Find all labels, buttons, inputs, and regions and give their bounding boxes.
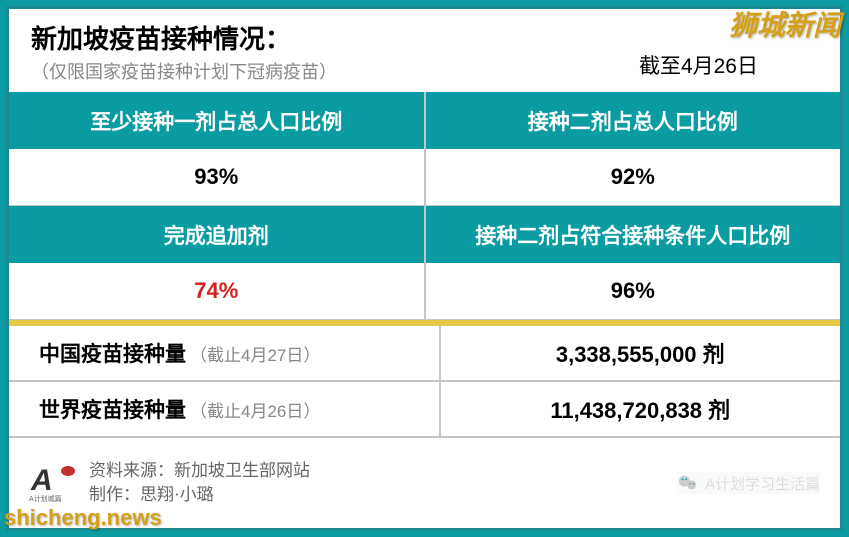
grid-values-1: 93% 92% [9,149,840,206]
header-left: 新加坡疫苗接种情况： （仅限国家疫苗接种计划下冠病疫苗） [31,19,337,84]
value-booster: 74% [9,263,426,320]
label-china-sub: （截止4月27日） [190,341,320,366]
label-world-sub: （截止4月26日） [190,397,320,422]
footer-right: A计划学习生活篇 [677,472,820,494]
watermark-top: 狮城新闻 [729,4,841,44]
label-booster: 完成追加剂 [9,206,426,263]
header: 新加坡疫苗接种情况： （仅限国家疫苗接种计划下冠病疫苗） 截至4月26日 [9,9,840,92]
page-title: 新加坡疫苗接种情况： [31,19,337,56]
label-china: 中国疫苗接种量 （截止4月27日） [9,326,439,380]
label-world: 世界疫苗接种量 （截止4月26日） [9,382,439,436]
grid-values-2: 74% 96% [9,263,840,320]
page-subtitle: （仅限国家疫苗接种计划下冠病疫苗） [31,58,337,84]
value-two-dose: 92% [426,149,841,206]
totals-table: 中国疫苗接种量 （截止4月27日） 3,338,555,000 剂 世界疫苗接种… [9,326,840,438]
footer-info: 资料来源：新加坡卫生部网站 制作：思翔·小璐 [89,459,310,507]
as-of-date: 截至4月26日 [639,50,818,84]
value-world: 11,438,720,838 剂 [439,382,841,436]
author-line: 制作：思翔·小璐 [89,483,310,507]
logo: A A计划城篇 [29,462,77,504]
label-china-text: 中国疫苗接种量 [39,338,186,368]
channel-name: A计划学习生活篇 [705,473,820,494]
value-one-dose: 93% [9,149,426,206]
label-world-text: 世界疫苗接种量 [39,394,186,424]
grid-header-2: 完成追加剂 接种二剂占符合接种条件人口比例 [9,206,840,263]
row-world: 世界疫苗接种量 （截止4月26日） 11,438,720,838 剂 [9,382,840,438]
logo-letter: A [31,464,53,498]
info-card: 新加坡疫苗接种情况： （仅限国家疫苗接种计划下冠病疫苗） 截至4月26日 至少接… [6,6,843,531]
wechat-icon [677,472,699,494]
label-eligible: 接种二剂占符合接种条件人口比例 [426,206,841,263]
grid-header-1: 至少接种一剂占总人口比例 接种二剂占总人口比例 [9,92,840,149]
row-china: 中国疫苗接种量 （截止4月27日） 3,338,555,000 剂 [9,326,840,382]
footer-left: A A计划城篇 资料来源：新加坡卫生部网站 制作：思翔·小璐 [29,459,310,507]
logo-subtext: A计划城篇 [29,494,62,504]
logo-dot-icon [61,466,75,476]
watermark-bottom: shicheng.news [4,505,162,531]
stats-grid: 至少接种一剂占总人口比例 接种二剂占总人口比例 93% 92% 完成追加剂 接种… [9,92,840,320]
value-eligible: 96% [426,263,841,320]
label-two-dose: 接种二剂占总人口比例 [426,92,841,149]
label-one-dose: 至少接种一剂占总人口比例 [9,92,426,149]
source-line: 资料来源：新加坡卫生部网站 [89,459,310,483]
value-china: 3,338,555,000 剂 [439,326,841,380]
